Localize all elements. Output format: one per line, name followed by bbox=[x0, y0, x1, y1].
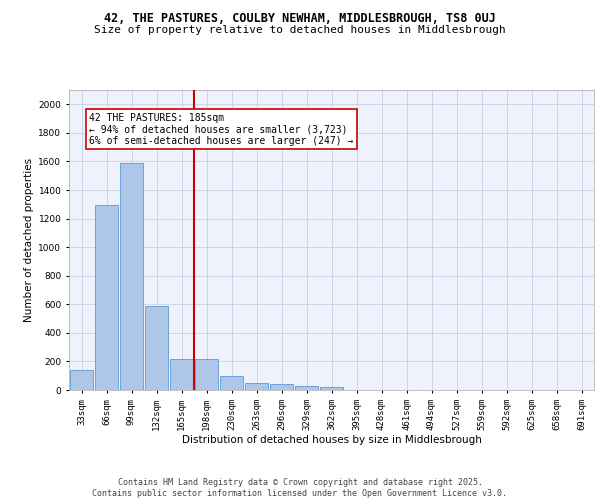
Y-axis label: Number of detached properties: Number of detached properties bbox=[24, 158, 34, 322]
Bar bbox=[320, 388, 343, 390]
Bar bbox=[220, 376, 243, 390]
Bar bbox=[170, 360, 193, 390]
Text: 42 THE PASTURES: 185sqm
← 94% of detached houses are smaller (3,723)
6% of semi-: 42 THE PASTURES: 185sqm ← 94% of detache… bbox=[89, 113, 353, 146]
Bar bbox=[120, 163, 143, 390]
Bar bbox=[295, 386, 318, 390]
Bar bbox=[70, 370, 93, 390]
Text: Contains HM Land Registry data © Crown copyright and database right 2025.
Contai: Contains HM Land Registry data © Crown c… bbox=[92, 478, 508, 498]
Text: Size of property relative to detached houses in Middlesbrough: Size of property relative to detached ho… bbox=[94, 25, 506, 35]
Bar bbox=[95, 205, 118, 390]
Bar bbox=[270, 384, 293, 390]
Text: 42, THE PASTURES, COULBY NEWHAM, MIDDLESBROUGH, TS8 0UJ: 42, THE PASTURES, COULBY NEWHAM, MIDDLES… bbox=[104, 12, 496, 26]
Bar bbox=[195, 358, 218, 390]
Bar bbox=[145, 306, 168, 390]
Bar bbox=[245, 383, 268, 390]
X-axis label: Distribution of detached houses by size in Middlesbrough: Distribution of detached houses by size … bbox=[182, 436, 481, 446]
